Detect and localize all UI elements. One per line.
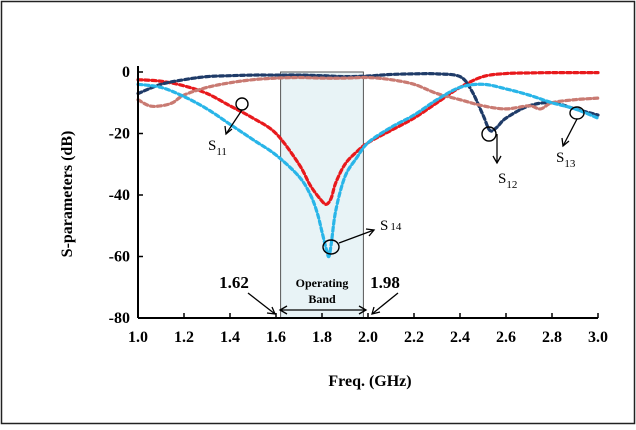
x-tick-label: 1.2 — [174, 329, 194, 346]
s14-label: S 14 — [380, 218, 402, 234]
band-label-line2: Band — [308, 292, 336, 306]
s12-marker-circle — [481, 126, 497, 142]
band-high-label: 1.98 — [370, 273, 400, 292]
band-arrows — [247, 292, 399, 315]
s13-label: S13 — [556, 150, 576, 170]
y-tick-label: -20 — [109, 126, 130, 143]
x-axis-title: Freq. (GHz) — [328, 373, 411, 390]
x-tick-label: 2.6 — [496, 329, 516, 346]
x-tick-label: 2.2 — [404, 329, 424, 346]
x-tick-label: 1.8 — [312, 329, 332, 346]
x-tick-label: 2.8 — [542, 329, 562, 346]
series-line-s14 — [136, 82, 600, 259]
band-label-line1: Operating — [296, 276, 349, 290]
s11-label: S11 — [208, 138, 227, 158]
s11-marker-circle — [235, 97, 249, 111]
annotation-s11: S11 — [208, 97, 249, 158]
series-layer — [136, 70, 600, 259]
operating-band-region — [280, 71, 364, 319]
x-tick-label: 1.0 — [128, 329, 148, 346]
s14-marker-circle — [322, 239, 340, 255]
x-tick-label: 2.0 — [358, 329, 378, 346]
x-tick-label: 1.4 — [220, 329, 240, 346]
series-line-s11 — [136, 70, 600, 206]
y-tick-label: -40 — [109, 187, 130, 204]
y-tick-label: -60 — [109, 249, 130, 266]
band-low-label: 1.62 — [219, 273, 249, 292]
x-tick-label: 3.0 — [588, 329, 608, 346]
y-tick-label: -80 — [109, 310, 130, 327]
y-tick-label: 0 — [122, 64, 130, 81]
x-tick-label: 2.4 — [450, 329, 470, 346]
annotation-s13: S13 — [556, 106, 585, 170]
annotation-s14: S 14 — [322, 218, 402, 255]
s12-label: S12 — [498, 171, 517, 191]
annotation-s12: S12 — [481, 126, 517, 191]
series-line-s12 — [136, 72, 600, 133]
axis-ticks: 1.0 1.2 1.4 1.6 1.8 2.0 2.2 2.4 2.6 2.8 3.0 0 -20 -40… — [109, 64, 608, 346]
x-tick-label: 1.6 — [266, 329, 286, 346]
plot-axes — [137, 66, 598, 319]
y-axis-title: S-parameters (dB) — [59, 131, 76, 258]
